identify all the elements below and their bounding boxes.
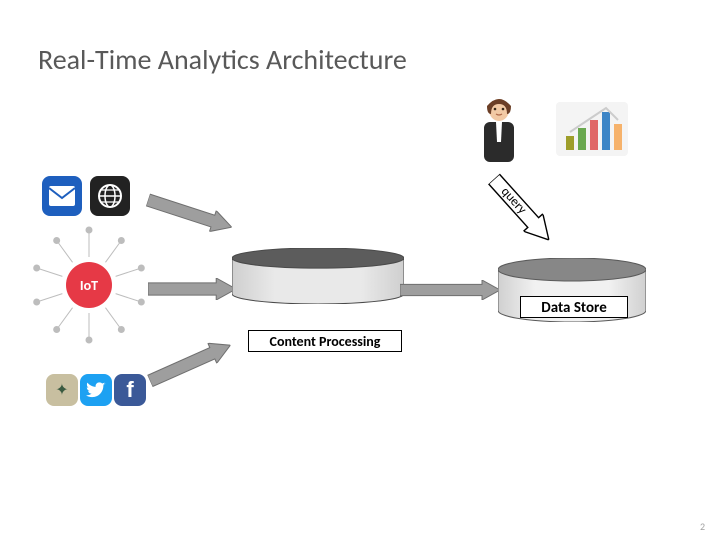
slide-title: Real-Time Analytics Architecture [38,42,407,77]
email-icon [42,176,82,216]
www-icon [90,176,130,216]
slide: Real-Time Analytics Architecture IoT ✦ f [0,0,720,540]
arrow-source-1 [145,190,235,238]
misc-app-icon: ✦ [46,374,78,406]
content-processing-label-text: Content Processing [270,333,381,350]
data-store-label: Data Store [520,296,628,318]
twitter-icon [80,374,112,406]
content-processing-label: Content Processing [248,330,402,352]
facebook-icon: f [114,374,146,406]
arrow-to-store [400,280,500,300]
arrow-source-3 [146,335,235,391]
data-store-label-text: Data Store [541,299,607,317]
analyst-icon [474,96,524,162]
arrow-source-2 [148,278,236,300]
iot-icon: IoT [66,262,112,308]
bar-chart-icon [556,102,628,156]
content-processor-cylinder [232,248,404,304]
query-arrow: query [484,170,558,248]
page-number: 2 [700,520,705,533]
